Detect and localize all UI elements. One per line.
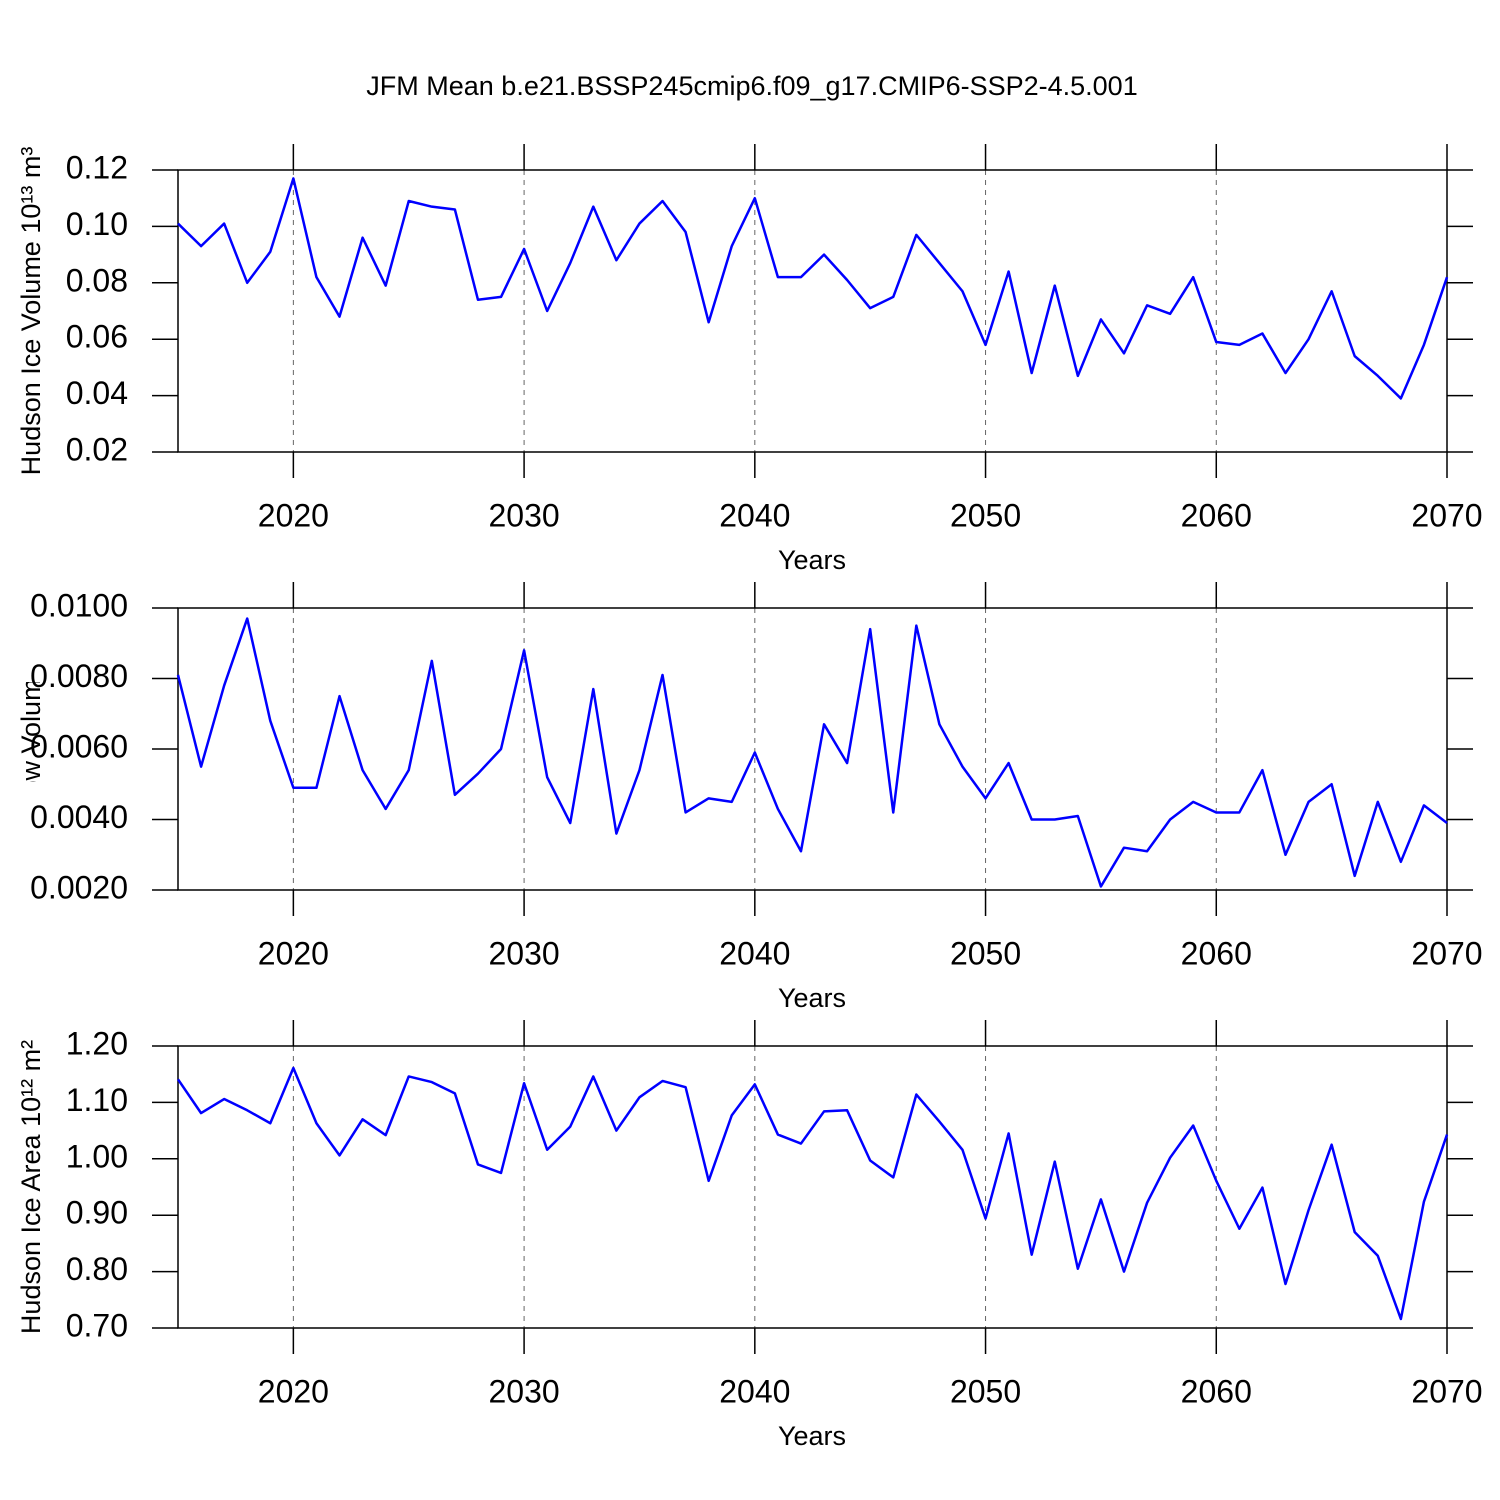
y-tick-label: 0.12 [66, 149, 128, 185]
x-tick-label: 2050 [950, 497, 1021, 533]
y-tick-label: 0.02 [66, 431, 128, 467]
y-tick-label: 0.90 [66, 1195, 128, 1231]
data-line [177, 177, 1449, 400]
x-axis-label: Years [778, 545, 846, 575]
x-tick-label: 2030 [488, 497, 559, 533]
x-axis-label: Years [778, 1421, 846, 1451]
y-tick-label: 1.00 [66, 1138, 128, 1174]
x-tick-label: 2030 [488, 935, 559, 971]
x-tick-label: 2040 [719, 1373, 790, 1409]
y-tick-label: 0.0060 [30, 728, 128, 764]
y-tick-label: 1.20 [66, 1025, 128, 1061]
y-tick-label: 0.0100 [30, 587, 128, 623]
y-tick-label: 0.08 [66, 262, 128, 298]
y-axis-label: Hudson Snow Volume 10¹³ m³ [16, 569, 46, 929]
x-tick-label: 2020 [258, 1373, 329, 1409]
x-tick-label: 2070 [1411, 497, 1482, 533]
x-tick-label: 2020 [258, 497, 329, 533]
plot-frame [177, 169, 1448, 453]
y-tick-label: 0.70 [66, 1307, 128, 1343]
chart-title: JFM Mean b.e21.BSSP245cmip6.f09_g17.CMIP… [366, 71, 1137, 101]
x-tick-label: 2040 [719, 935, 790, 971]
x-tick-label: 2060 [1181, 1373, 1252, 1409]
y-tick-label: 1.10 [66, 1082, 128, 1118]
x-tick-label: 2070 [1411, 1373, 1482, 1409]
y-tick-label: 0.0020 [30, 869, 128, 905]
x-tick-label: 2060 [1181, 497, 1252, 533]
y-axis-label: Hudson Ice Volume 10¹³ m³ [16, 147, 46, 476]
x-axis-label: Years [778, 983, 846, 1013]
data-line [176, 617, 1448, 888]
x-tick-label: 2060 [1181, 935, 1252, 971]
x-tick-label: 2040 [719, 497, 790, 533]
x-tick-label: 2070 [1411, 935, 1482, 971]
y-tick-label: 0.0040 [30, 799, 128, 835]
y-tick-label: 0.10 [66, 206, 128, 242]
x-tick-label: 2050 [950, 1373, 1021, 1409]
y-tick-label: 0.80 [66, 1251, 128, 1287]
plot-frame [177, 1045, 1448, 1329]
y-tick-label: 0.04 [66, 375, 128, 411]
x-tick-label: 2030 [488, 1373, 559, 1409]
y-tick-label: 0.0080 [30, 658, 128, 694]
y-axis-label: Hudson Ice Area 10¹² m² [16, 1040, 46, 1334]
x-tick-label: 2050 [950, 935, 1021, 971]
y-tick-label: 0.06 [66, 319, 128, 355]
data-line [176, 1066, 1449, 1321]
plot-frame [177, 607, 1448, 891]
x-tick-label: 2020 [258, 935, 329, 971]
